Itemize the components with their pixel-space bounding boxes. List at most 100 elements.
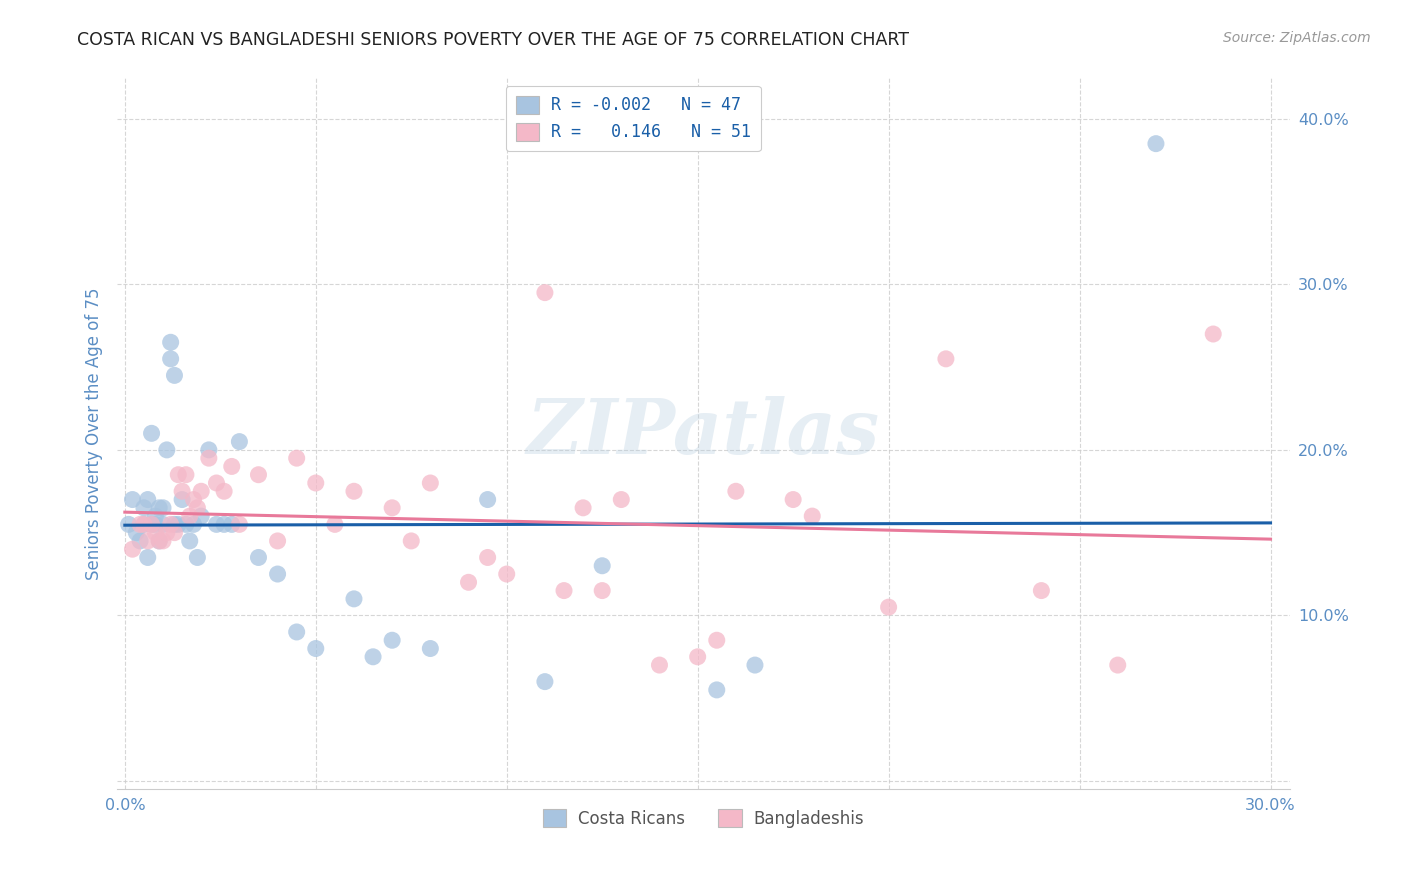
Point — [221, 459, 243, 474]
Point — [172, 484, 194, 499]
Point — [744, 658, 766, 673]
Text: ZIPatlas: ZIPatlas — [527, 396, 880, 470]
Point — [285, 624, 308, 639]
Point — [343, 591, 366, 606]
Point — [186, 550, 208, 565]
Point — [205, 517, 228, 532]
Point — [610, 492, 633, 507]
Point — [534, 674, 557, 689]
Point — [381, 633, 404, 648]
Point — [877, 600, 900, 615]
Point — [247, 550, 270, 565]
Point — [1031, 583, 1053, 598]
Point — [163, 525, 186, 540]
Point — [190, 509, 212, 524]
Point — [159, 517, 181, 532]
Point — [343, 484, 366, 499]
Point — [198, 442, 221, 457]
Point — [247, 467, 270, 482]
Point — [163, 368, 186, 383]
Point — [212, 484, 235, 499]
Point — [172, 492, 194, 507]
Point — [152, 500, 174, 515]
Point — [1107, 658, 1129, 673]
Point — [801, 509, 824, 524]
Legend: Costa Ricans, Bangladeshis: Costa Ricans, Bangladeshis — [536, 802, 870, 834]
Point — [159, 335, 181, 350]
Point — [706, 682, 728, 697]
Point — [167, 517, 190, 532]
Point — [266, 533, 288, 548]
Point — [141, 517, 163, 532]
Point — [228, 434, 250, 449]
Point — [132, 517, 155, 532]
Point — [141, 426, 163, 441]
Point — [186, 500, 208, 515]
Point — [534, 285, 557, 300]
Text: COSTA RICAN VS BANGLADESHI SENIORS POVERTY OVER THE AGE OF 75 CORRELATION CHART: COSTA RICAN VS BANGLADESHI SENIORS POVER… — [77, 31, 910, 49]
Point — [782, 492, 804, 507]
Point — [457, 575, 479, 590]
Point — [305, 641, 328, 656]
Point — [724, 484, 747, 499]
Point — [419, 641, 441, 656]
Point — [152, 533, 174, 548]
Point — [553, 583, 575, 598]
Point — [152, 517, 174, 532]
Point — [136, 550, 159, 565]
Point — [205, 475, 228, 490]
Point — [190, 484, 212, 499]
Point — [129, 533, 152, 548]
Point — [148, 533, 170, 548]
Point — [167, 467, 190, 482]
Point — [1202, 326, 1225, 341]
Point — [129, 517, 152, 532]
Point — [477, 492, 499, 507]
Point — [381, 500, 404, 515]
Point — [121, 542, 143, 557]
Point — [117, 517, 139, 532]
Point — [148, 500, 170, 515]
Point — [179, 533, 201, 548]
Point — [136, 533, 159, 548]
Point — [477, 550, 499, 565]
Point — [228, 517, 250, 532]
Point — [121, 492, 143, 507]
Point — [183, 517, 205, 532]
Point — [706, 633, 728, 648]
Point — [935, 351, 957, 366]
Point — [145, 525, 167, 540]
Point — [399, 533, 422, 548]
Point — [125, 525, 148, 540]
Point — [198, 451, 221, 466]
Point — [266, 567, 288, 582]
Point — [156, 442, 179, 457]
Point — [572, 500, 595, 515]
Point — [132, 517, 155, 532]
Point — [495, 567, 517, 582]
Point — [148, 533, 170, 548]
Point — [648, 658, 671, 673]
Point — [145, 509, 167, 524]
Y-axis label: Seniors Poverty Over the Age of 75: Seniors Poverty Over the Age of 75 — [86, 287, 103, 580]
Point — [136, 492, 159, 507]
Point — [221, 517, 243, 532]
Point — [174, 467, 197, 482]
Point — [323, 517, 346, 532]
Point — [145, 517, 167, 532]
Point — [163, 517, 186, 532]
Point — [174, 517, 197, 532]
Point — [419, 475, 441, 490]
Point — [159, 351, 181, 366]
Point — [305, 475, 328, 490]
Point — [591, 583, 613, 598]
Text: Source: ZipAtlas.com: Source: ZipAtlas.com — [1223, 31, 1371, 45]
Point — [686, 649, 709, 664]
Point — [212, 517, 235, 532]
Point — [285, 451, 308, 466]
Point — [183, 492, 205, 507]
Point — [361, 649, 384, 664]
Point — [591, 558, 613, 573]
Point — [1144, 136, 1167, 151]
Point — [141, 517, 163, 532]
